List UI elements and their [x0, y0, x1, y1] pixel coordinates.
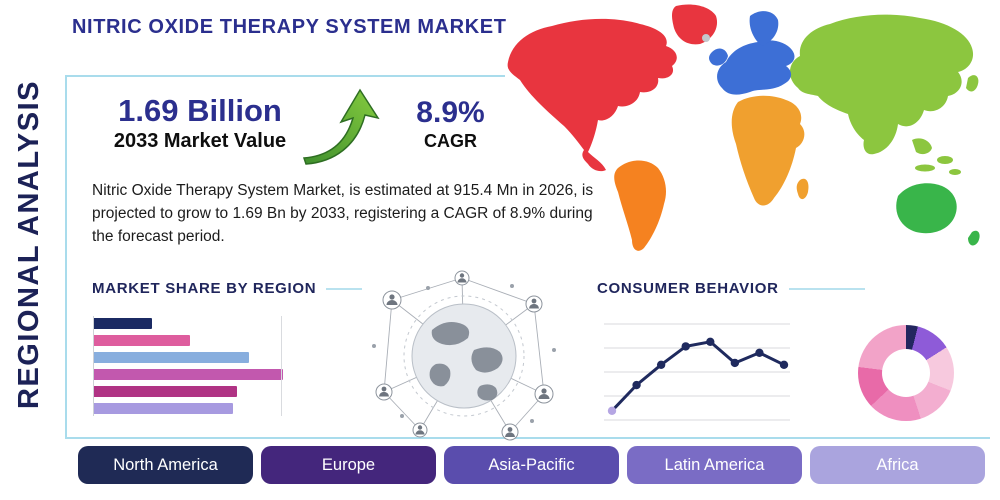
line-chart-svg — [604, 323, 790, 421]
map-region-uk — [709, 48, 728, 66]
bar-segment-4 — [94, 369, 284, 380]
donut-chart — [858, 325, 954, 421]
cagr-caption: CAGR — [424, 131, 477, 151]
market-share-heading: MARKET SHARE BY REGION — [92, 280, 317, 297]
line-point-2 — [632, 380, 641, 390]
bar-segment-3 — [94, 352, 250, 363]
line-chart-gridlines — [604, 323, 790, 421]
map-region-north-america — [507, 18, 677, 172]
network-dots — [372, 284, 556, 423]
bar-chart-gridline — [281, 316, 282, 416]
line-chart — [598, 308, 794, 431]
globe-continents — [429, 322, 503, 401]
map-region-scandinavia — [749, 11, 779, 47]
market-value-number: 1.69 Billion — [118, 93, 282, 128]
region-button-europe[interactable]: Europe — [261, 446, 436, 484]
market-share-section-header: MARKET SHARE BY REGION — [92, 280, 362, 297]
top-divider-line — [65, 75, 505, 77]
map-region-asia — [789, 14, 974, 155]
bar-segment-6 — [94, 403, 234, 414]
map-region-southeast-asia-islands — [912, 138, 961, 175]
region-button-latin-america[interactable]: Latin America — [627, 446, 802, 484]
bar-segment-2 — [94, 335, 190, 346]
person-icons — [379, 273, 550, 437]
globe-network-graphic — [362, 266, 567, 449]
sidebar-label-text: REGIONAL ANALYSIS — [12, 79, 45, 409]
donut-hole — [882, 349, 930, 397]
globe-orbit-ring — [403, 295, 525, 417]
map-region-madagascar — [796, 178, 809, 200]
map-region-japan — [966, 75, 979, 92]
left-divider-line — [65, 75, 67, 437]
region-button-asia-pacific[interactable]: Asia-Pacific — [444, 446, 619, 484]
region-buttons: North America Europe Asia-Pacific Latin Ame… — [78, 446, 985, 484]
line-point-1 — [607, 406, 617, 415]
cagr-stat: 8.9% CAGR — [393, 96, 508, 152]
bar-segment-1 — [94, 318, 152, 329]
world-map — [500, 0, 1000, 270]
map-region-new-zealand — [968, 230, 980, 246]
line-chart-plot — [607, 337, 789, 415]
consumer-behavior-heading-rule — [788, 287, 865, 290]
sidebar-vertical-label: REGIONAL ANALYSIS — [0, 70, 58, 418]
line-point-3 — [656, 360, 666, 369]
page-title: NITRIC OXIDE THERAPY SYSTEM MARKET — [72, 16, 507, 38]
growth-arrow-icon — [300, 84, 392, 173]
consumer-behavior-section-header: CONSUMER BEHAVIOR — [597, 280, 865, 297]
line-point-7 — [755, 348, 764, 358]
line-point-6 — [730, 358, 740, 368]
region-button-africa[interactable]: Africa — [810, 446, 985, 484]
bottom-divider-line — [65, 437, 990, 439]
market-value-caption: 2033 Market Value — [113, 130, 287, 152]
market-value-stat: 1.69 Billion 2033 Market Value — [85, 93, 315, 153]
map-region-greenland — [672, 4, 718, 45]
map-region-iceland — [702, 34, 710, 42]
map-region-europe — [717, 40, 795, 95]
bar-chart — [93, 316, 293, 416]
line-point-4 — [681, 342, 690, 351]
map-region-south-america — [614, 160, 666, 251]
bar-segment-5 — [94, 386, 238, 397]
line-point-8 — [779, 360, 789, 369]
cagr-number: 8.9% — [416, 96, 485, 129]
map-region-australia — [896, 183, 957, 234]
region-button-north-america[interactable]: North America — [78, 446, 253, 484]
map-region-africa — [731, 95, 805, 206]
market-description: Nitric Oxide Therapy System Market, is e… — [92, 182, 594, 245]
market-share-heading-rule — [326, 287, 362, 290]
consumer-behavior-heading: CONSUMER BEHAVIOR — [597, 280, 779, 297]
line-point-5 — [706, 337, 715, 346]
